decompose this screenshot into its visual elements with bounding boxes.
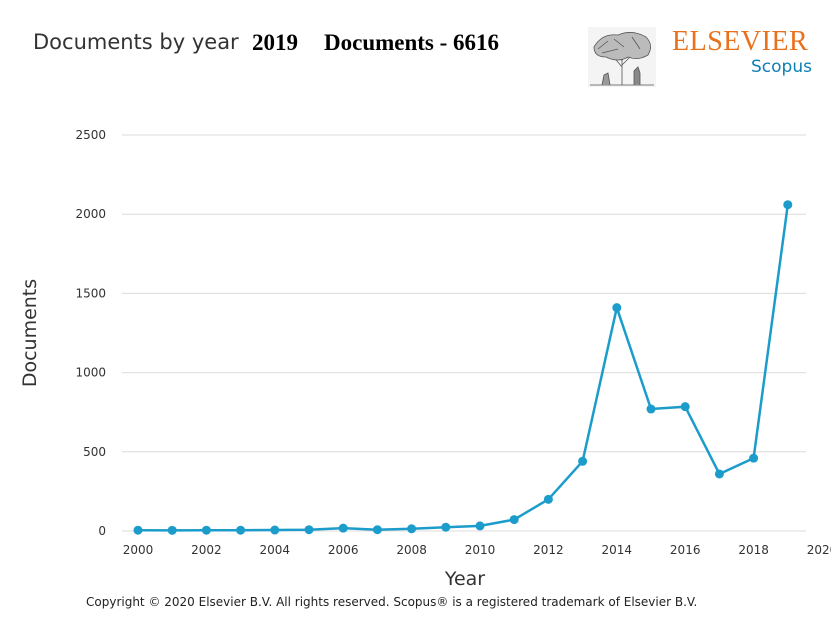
elsevier-tree-icon (588, 27, 656, 87)
data-point[interactable] (236, 525, 246, 535)
data-point[interactable] (167, 525, 177, 535)
x-tick-label: 2000 (123, 543, 154, 557)
data-point[interactable] (407, 524, 417, 534)
y-tick-label: 1500 (75, 286, 106, 300)
data-point[interactable] (441, 522, 451, 532)
data-point[interactable] (133, 525, 143, 535)
y-tick-label: 0 (98, 524, 106, 538)
series-line (137, 204, 790, 532)
data-point[interactable] (338, 523, 348, 533)
x-tick-label: 2016 (670, 543, 701, 557)
x-tick-label: 2002 (191, 543, 222, 557)
x-tick-label: 2004 (260, 543, 291, 557)
data-point[interactable] (304, 525, 314, 535)
x-tick-label: 2008 (396, 543, 427, 557)
elsevier-logo: ELSEVIER (672, 26, 809, 57)
x-tick-label: 2018 (738, 543, 769, 557)
x-tick-label: 2014 (602, 543, 633, 557)
data-point[interactable] (201, 525, 211, 535)
y-tick-label: 2000 (75, 207, 106, 221)
data-point[interactable] (372, 525, 382, 535)
data-point[interactable] (783, 200, 793, 210)
data-point[interactable] (680, 402, 690, 412)
copyright-text: Copyright © 2020 Elsevier B.V. All right… (86, 595, 698, 609)
year-label: 2019 (252, 30, 298, 55)
x-tick-label: 2006 (328, 543, 359, 557)
y-tick-label: 500 (83, 445, 106, 459)
scopus-logo: Scopus (751, 57, 812, 77)
data-point[interactable] (475, 521, 485, 531)
x-tick-label: 2012 (533, 543, 564, 557)
data-point[interactable] (578, 456, 588, 466)
data-point[interactable] (270, 525, 280, 535)
x-tick-label: 2010 (465, 543, 496, 557)
data-point[interactable] (714, 469, 724, 479)
x-tick-label: 2020 (807, 543, 831, 557)
data-point[interactable] (646, 404, 656, 414)
y-axis-title: Documents (19, 279, 41, 387)
y-tick-label: 1000 (75, 366, 106, 380)
data-point[interactable] (543, 494, 553, 504)
y-tick-label: 2500 (75, 128, 106, 142)
x-axis-title: Year (444, 568, 485, 590)
data-point[interactable] (749, 453, 759, 463)
data-point[interactable] (612, 303, 622, 313)
page-title: Documents by year (33, 30, 239, 54)
data-point[interactable] (509, 515, 519, 525)
documents-count: Documents - 6616 (324, 30, 500, 55)
